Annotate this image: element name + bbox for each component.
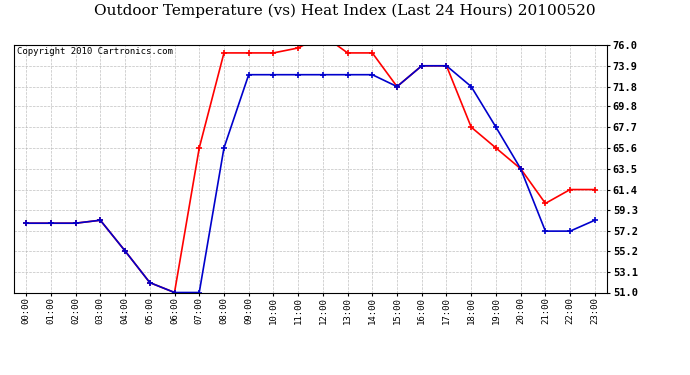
Text: Outdoor Temperature (vs) Heat Index (Last 24 Hours) 20100520: Outdoor Temperature (vs) Heat Index (Las… bbox=[95, 4, 595, 18]
Text: Copyright 2010 Cartronics.com: Copyright 2010 Cartronics.com bbox=[17, 48, 172, 57]
